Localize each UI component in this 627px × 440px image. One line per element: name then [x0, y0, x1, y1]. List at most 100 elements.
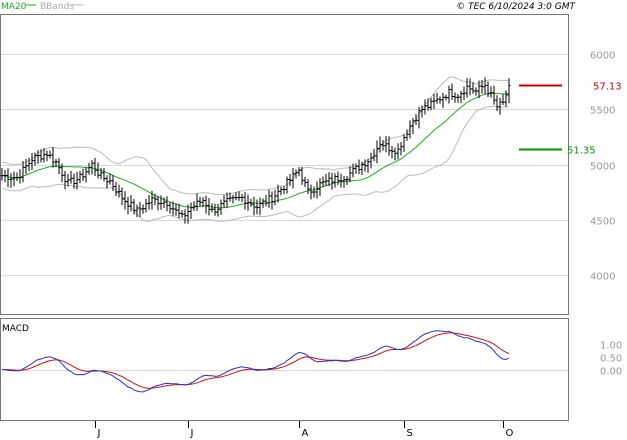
- ohlc-bar: [6, 168, 10, 188]
- copyright-text: © TEC 6/10/2024 3:0 GMT: [456, 2, 576, 12]
- ohlc-bar: [249, 198, 253, 207]
- ohlc-bar: [426, 98, 430, 111]
- ohlc-bar: [432, 93, 436, 109]
- ohlc-bar: [378, 136, 382, 153]
- ohlc-bar: [402, 134, 406, 152]
- ohlc-bar: [501, 94, 505, 105]
- ohlc-bar: [312, 186, 316, 198]
- ohlc-bar: [474, 87, 478, 96]
- ohlc-bar: [210, 203, 214, 213]
- ohlc-bar: [165, 196, 169, 212]
- ohlc-bar: [93, 157, 97, 177]
- ohlc-bar: [387, 136, 391, 156]
- ohlc-bar: [81, 168, 85, 182]
- ohlc-bar: [222, 195, 226, 208]
- ohlc-bar: [318, 178, 322, 196]
- ohlc-bar: [159, 195, 163, 210]
- ohlc-bar: [33, 152, 37, 166]
- ohlc-bar: [336, 171, 340, 185]
- macd-tick-label: 1.00: [600, 341, 622, 352]
- ohlc-bar: [129, 195, 133, 212]
- ohlc-bar: [423, 99, 427, 115]
- ohlc-bar: [219, 199, 223, 215]
- ohlc-bar: [192, 201, 196, 211]
- ohlc-bar: [285, 176, 289, 194]
- ohlc-bar: [27, 157, 31, 172]
- ohlc-bar: [84, 166, 88, 183]
- ohlc-bar: [48, 150, 52, 159]
- ohlc-bar: [162, 197, 166, 209]
- ohlc-bar: [51, 146, 55, 168]
- ohlc-bar: [309, 184, 313, 200]
- ohlc-bar: [396, 143, 400, 160]
- ohlc-bar: [297, 167, 301, 177]
- x-tick-label: A: [302, 428, 309, 439]
- ohlc-bar: [417, 106, 421, 129]
- ohlc-bar: [405, 129, 409, 141]
- ohlc-bar: [393, 147, 397, 161]
- resistance-label: 57.13: [593, 82, 622, 93]
- support-label: 51.35: [567, 146, 596, 157]
- ohlc-bar: [480, 80, 484, 94]
- ohlc-bar: [252, 196, 256, 216]
- ohlc-bar: [24, 158, 28, 175]
- ohlc-bar: [189, 202, 193, 220]
- price-tick-label: 6000: [590, 51, 615, 62]
- ohlc-bar: [207, 198, 211, 216]
- ohlc-bar: [45, 150, 49, 162]
- ohlc-bar: [123, 191, 127, 210]
- ohlc-bar: [225, 192, 229, 208]
- ohlc-bar: [156, 195, 160, 211]
- ohlc-bar: [471, 82, 475, 94]
- ohlc-bar: [150, 190, 154, 210]
- ohlc-bar: [399, 141, 403, 156]
- ohlc-bar: [246, 194, 250, 211]
- ohlc-bar: [447, 85, 451, 104]
- ohlc-bar: [498, 97, 502, 115]
- legend-bbands: BBands: [40, 2, 74, 12]
- ohlc-bar: [261, 198, 265, 208]
- ohlc-bar: [438, 96, 442, 104]
- ohlc-bar: [237, 191, 241, 201]
- macd-line: [2, 330, 510, 393]
- ohlc-bar: [366, 158, 370, 173]
- ohlc-bar: [177, 203, 181, 219]
- ohlc-bar: [441, 92, 445, 109]
- ohlc-bar: [15, 172, 19, 181]
- macd-signal-line: [2, 332, 510, 389]
- ohlc-bar: [105, 175, 109, 189]
- ohlc-bar: [357, 159, 361, 175]
- ohlc-bar: [360, 161, 364, 175]
- ohlc-bar: [456, 93, 460, 103]
- ohlc-bar: [12, 171, 16, 187]
- ohlc-bar: [339, 173, 343, 188]
- ohlc-bar: [63, 170, 67, 190]
- ohlc-bar: [372, 149, 376, 162]
- ohlc-bar: [288, 174, 292, 187]
- ohlc-bar: [435, 92, 439, 104]
- ohlc-bar: [195, 193, 199, 211]
- price-tick-label: 4000: [590, 272, 615, 283]
- ohlc-bar: [264, 195, 268, 207]
- ohlc-bar: [420, 105, 424, 118]
- ohlc-bar: [303, 176, 307, 188]
- ohlc-bar: [3, 170, 7, 183]
- ohlc-bar: [144, 199, 148, 213]
- ohlc-bar: [258, 197, 262, 216]
- ohlc-bar: [450, 83, 454, 100]
- ohlc-bar: [147, 195, 151, 210]
- ohlc-bar: [270, 191, 274, 210]
- ohlc-bar: [243, 192, 247, 210]
- ohlc-bar: [108, 173, 112, 185]
- ohlc-bar: [135, 204, 139, 218]
- ohlc-bar: [489, 86, 493, 98]
- ohlc-bar: [315, 181, 319, 199]
- ohlc-bar: [291, 168, 295, 189]
- ohlc-bar: [57, 158, 61, 175]
- x-tick-label: O: [506, 428, 514, 439]
- ohlc-bar: [327, 172, 331, 187]
- ohlc-bar: [462, 86, 466, 101]
- ohlc-bar: [294, 169, 298, 179]
- ohlc-bar: [99, 167, 103, 180]
